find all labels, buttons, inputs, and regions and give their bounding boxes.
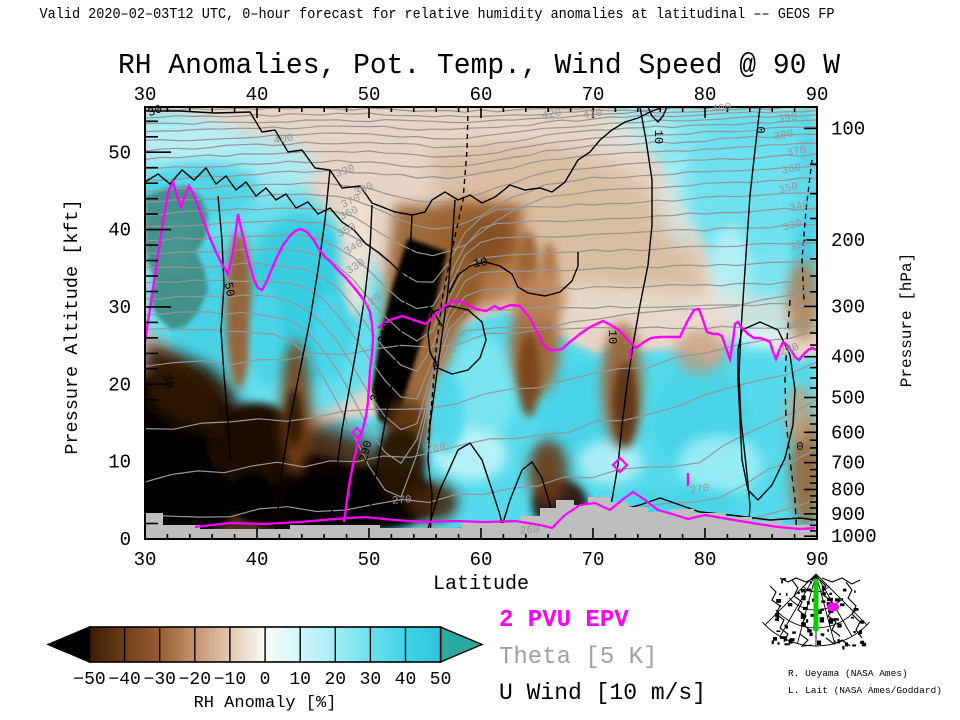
svg-text:320: 320	[788, 237, 811, 255]
svg-text:30: 30	[134, 549, 157, 571]
svg-text:60: 60	[470, 84, 493, 106]
svg-text:Valid 2020–02–03T12 UTC, 0–hou: Valid 2020–02–03T12 UTC, 0–hour forecast…	[40, 7, 835, 23]
svg-text:60: 60	[470, 549, 493, 571]
svg-text:30: 30	[134, 84, 157, 106]
svg-text:500: 500	[831, 388, 865, 410]
svg-text:40: 40	[246, 549, 269, 571]
svg-text:70: 70	[582, 84, 605, 106]
svg-text:370: 370	[786, 144, 808, 160]
svg-text:20: 20	[108, 374, 131, 396]
svg-text:50: 50	[108, 142, 131, 164]
svg-text:270: 270	[689, 483, 710, 498]
svg-text:900: 900	[831, 504, 865, 526]
svg-text:RH Anomaly [%]: RH Anomaly [%]	[194, 694, 337, 713]
svg-text:2 PVU EPV: 2 PVU EPV	[499, 607, 629, 634]
svg-text:420: 420	[541, 108, 562, 123]
svg-text:330: 330	[781, 218, 803, 235]
svg-text:R. Ueyama (NASA Ames): R. Ueyama (NASA Ames)	[788, 668, 908, 679]
svg-text:200: 200	[831, 230, 865, 252]
svg-text:90: 90	[806, 84, 829, 106]
svg-text:50: 50	[221, 281, 237, 298]
svg-text:0: 0	[753, 126, 767, 133]
svg-text:290: 290	[357, 439, 376, 463]
svg-text:260: 260	[520, 524, 541, 537]
svg-text:400: 400	[273, 132, 295, 147]
svg-text:350: 350	[777, 181, 799, 197]
svg-text:400: 400	[831, 347, 865, 369]
svg-text:270: 270	[392, 494, 413, 507]
svg-text:280: 280	[425, 442, 446, 456]
svg-text:Latitude: Latitude	[433, 573, 529, 596]
svg-text:100: 100	[831, 118, 865, 140]
svg-text:−30: −30	[144, 670, 176, 690]
svg-text:50: 50	[430, 670, 452, 690]
svg-text:40: 40	[246, 84, 269, 106]
svg-text:10: 10	[289, 670, 311, 690]
svg-text:50: 50	[358, 84, 381, 106]
svg-text:600: 600	[831, 422, 865, 444]
svg-text:400: 400	[711, 102, 732, 117]
svg-text:410: 410	[582, 108, 603, 123]
svg-text:80: 80	[694, 84, 717, 106]
svg-text:80: 80	[694, 549, 717, 571]
svg-text:310: 310	[375, 321, 395, 346]
svg-text:40: 40	[395, 670, 417, 690]
svg-text:−10: −10	[214, 670, 246, 690]
svg-text:0: 0	[796, 440, 803, 454]
svg-text:30: 30	[159, 372, 176, 390]
svg-text:10: 10	[108, 452, 131, 474]
svg-text:30: 30	[108, 297, 131, 319]
svg-text:800: 800	[831, 480, 865, 502]
svg-text:0: 0	[120, 529, 131, 551]
svg-text:300: 300	[368, 379, 387, 403]
svg-text:−50: −50	[73, 670, 105, 690]
svg-text:U Wind [10 m/s]: U Wind [10 m/s]	[499, 680, 706, 706]
svg-text:700: 700	[831, 453, 865, 475]
svg-text:20: 20	[324, 670, 346, 690]
svg-text:30: 30	[360, 670, 382, 690]
svg-text:0: 0	[260, 670, 271, 690]
svg-text:90: 90	[806, 549, 829, 571]
svg-text:340: 340	[788, 199, 810, 215]
svg-text:0: 0	[432, 359, 439, 373]
svg-text:50: 50	[358, 549, 381, 571]
svg-text:280: 280	[778, 341, 801, 359]
svg-text:Theta [5 K]: Theta [5 K]	[499, 644, 657, 671]
svg-text:390: 390	[777, 112, 798, 127]
svg-text:−40: −40	[108, 670, 140, 690]
svg-text:Pressure Altitude [kft]: Pressure Altitude [kft]	[62, 199, 83, 454]
svg-text:−20: −20	[179, 670, 211, 690]
svg-text:1000: 1000	[831, 526, 877, 548]
svg-text:360: 360	[781, 162, 803, 178]
svg-text:30: 30	[146, 102, 164, 120]
svg-text:L. Lait (NASA Ames/Goddard): L. Lait (NASA Ames/Goddard)	[788, 685, 942, 696]
svg-text:70: 70	[582, 549, 605, 571]
svg-text:10: 10	[472, 255, 489, 271]
svg-text:RH Anomalies, Pot. Temp., Wind: RH Anomalies, Pot. Temp., Wind Speed @ 9…	[118, 49, 841, 82]
svg-text:Pressure [hPa]: Pressure [hPa]	[898, 253, 916, 387]
svg-text:10: 10	[651, 130, 665, 144]
svg-text:10: 10	[605, 330, 619, 344]
svg-text:40: 40	[108, 220, 131, 242]
svg-text:380: 380	[773, 128, 795, 143]
svg-text:300: 300	[831, 296, 865, 318]
